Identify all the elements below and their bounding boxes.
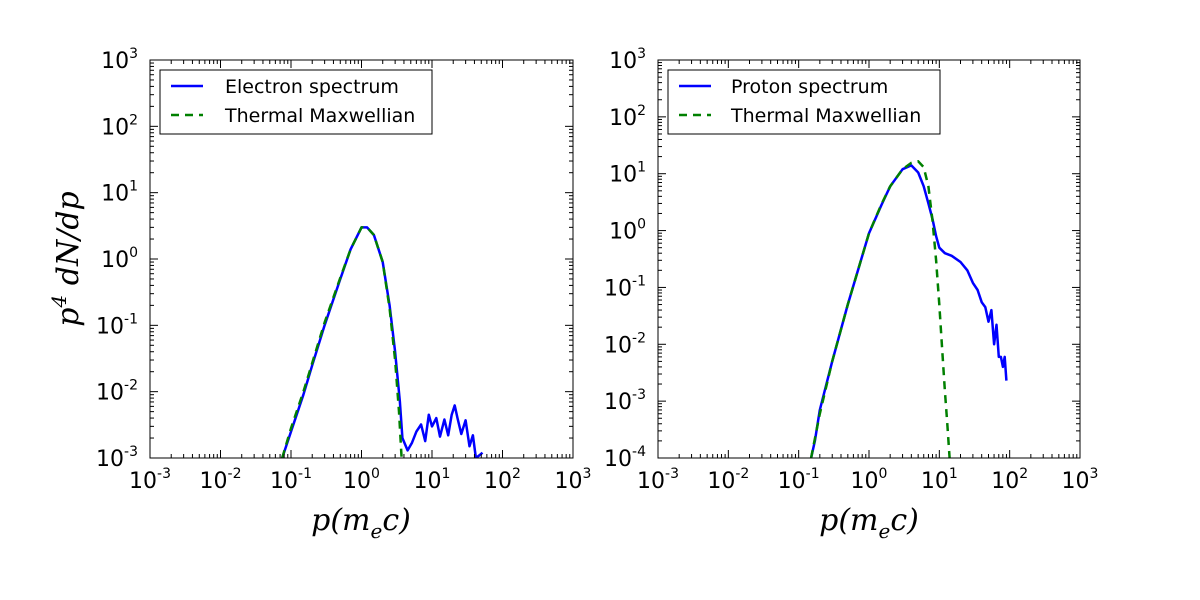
proton-series-maxwellian-line [809, 160, 951, 458]
electron-y-axis-title: p4 dN/dp [47, 191, 86, 326]
proton-x-tick-label: 10-3 [637, 466, 679, 494]
proton-y-tick-label: 101 [609, 160, 646, 188]
electron-legend-label-spectrum: Electron spectrum [225, 76, 399, 98]
proton-legend-label-spectrum: Proton spectrum [731, 76, 888, 98]
proton-y-tick-label: 10-3 [604, 387, 646, 415]
proton-series-layer [809, 160, 1008, 458]
electron-x-axis-title: p(mec) [311, 503, 411, 543]
proton-spectrum-panel: 10-3 10-2 10-1 100 101 102 10310-410-310-210-1… [604, 46, 1098, 494]
proton-legend: Proton spectrum Thermal Maxwellian [667, 69, 941, 135]
electron-spectrum-panel: 10-3 10-2 10-1 100 101 102 10310-310-210-11001… [96, 46, 591, 494]
electron-series-maxwellian-line [281, 226, 403, 458]
proton-legend-label-maxwellian: Thermal Maxwellian [730, 105, 921, 127]
electron-legend-box [159, 69, 433, 135]
electron-legend-label-maxwellian: Thermal Maxwellian [224, 105, 415, 127]
proton-x-axis-title: p(mec) [819, 503, 919, 543]
electron-series-layer [281, 226, 484, 458]
proton-y-tick-label: 103 [609, 46, 646, 74]
electron-legend: Electron spectrum Thermal Maxwellian [159, 69, 433, 135]
electron-ticks: 10-3 10-2 10-1 100 101 102 10310-310-210-11001… [96, 46, 591, 494]
proton-x-tick-label: 10-1 [778, 466, 820, 494]
proton-ticks: 10-3 10-2 10-1 100 101 102 10310-410-310-210-1… [604, 46, 1098, 494]
proton-legend-box [667, 69, 941, 135]
electron-y-tick-label: 10-3 [96, 444, 138, 472]
